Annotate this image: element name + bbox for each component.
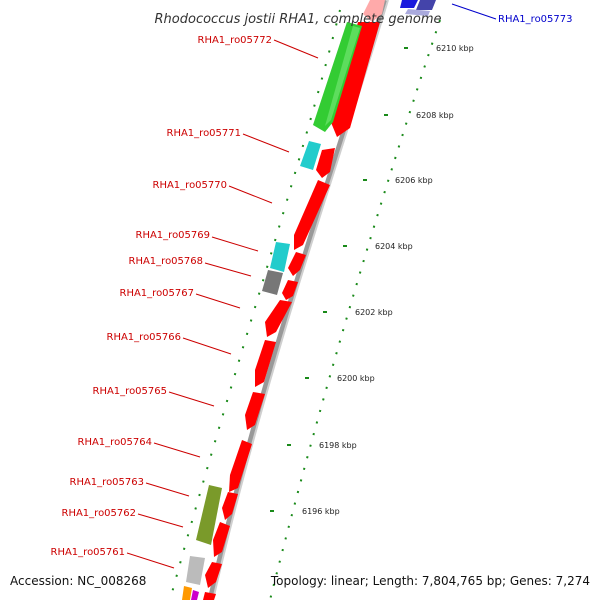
gene-olive-block[interactable]: [196, 485, 222, 545]
gene-label[interactable]: RHA1_ro05765: [93, 386, 168, 397]
gene-leader-line: [204, 262, 252, 277]
gene-green-highlight: [325, 26, 360, 126]
gene-arrow[interactable]: [255, 340, 276, 387]
gene-arrow[interactable]: [294, 180, 330, 250]
gene-lightgray-block[interactable]: [186, 556, 205, 585]
genome-backbone-shadow: [212, 0, 389, 600]
gene-leader-line: [126, 552, 175, 569]
ruler-tick-label: 6208 kbp: [416, 111, 454, 120]
gene-leader-line: [211, 236, 259, 252]
gene-label[interactable]: RHA1_ro05767: [120, 288, 195, 299]
gene-label[interactable]: RHA1_ro05770: [153, 180, 228, 191]
gene-label[interactable]: RHA1_ro05761: [51, 547, 126, 558]
gene-navy-arrow[interactable]: [416, 0, 436, 10]
ruler-tick-label: 6198 kbp: [319, 441, 357, 450]
gene-arrow[interactable]: [222, 492, 238, 520]
gene-label[interactable]: RHA1_ro05772: [198, 35, 273, 46]
ruler-tick-label: 6210 kbp: [436, 44, 474, 53]
gene-label[interactable]: RHA1_ro05762: [62, 508, 137, 519]
accession-text: Accession: NC_008268: [10, 574, 147, 588]
gene-cyan-block[interactable]: [300, 141, 321, 170]
gene-leader-line: [273, 39, 319, 59]
gene-blue-arrow[interactable]: [400, 0, 418, 8]
gene-leader-line: [168, 391, 215, 407]
gene-leader-line: [145, 482, 190, 497]
ruler-arc: [269, 19, 441, 600]
inner-dotted-arc: [169, 9, 341, 600]
genome-title: Rhodococcus jostii RHA1, complete genome: [155, 12, 442, 27]
ruler-tick-label: 6206 kbp: [395, 176, 433, 185]
gene-leader-line: [228, 185, 273, 204]
gene-orange-block[interactable]: [182, 586, 192, 600]
gene-arrow[interactable]: [229, 440, 252, 492]
ruler-tick-label: 6202 kbp: [355, 308, 393, 317]
gene-gray-block[interactable]: [262, 270, 283, 295]
gene-label[interactable]: RHA1_ro05764: [78, 437, 153, 448]
gene-leader-line: [137, 513, 184, 528]
gene-arrow[interactable]: [205, 562, 222, 588]
gene-leader-line: [153, 442, 201, 458]
gene-arrow[interactable]: [316, 148, 335, 178]
gene-arrow[interactable]: [330, 22, 380, 137]
gene-label[interactable]: RHA1_ro05763: [70, 477, 145, 488]
gene-arrow[interactable]: [282, 280, 298, 300]
gene-arrow[interactable]: [363, 0, 385, 22]
ruler-tick-label: 6196 kbp: [302, 507, 340, 516]
gene-label[interactable]: RHA1_ro05766: [107, 332, 182, 343]
gene-magenta-block[interactable]: [191, 590, 199, 600]
ruler: 6210 kbp 6208 kbp 6206 kbp 6204 kbp 6202 kbp…: [270, 44, 474, 516]
reverse-strand-genes: [182, 0, 436, 600]
gene-leader-line: [451, 3, 497, 20]
gene-arrow[interactable]: [245, 392, 265, 430]
gene-label[interactable]: RHA1_ro05771: [167, 128, 242, 139]
gene-leader-line: [182, 337, 232, 355]
ruler-tick-label: 6200 kbp: [337, 374, 375, 383]
gene-arrow[interactable]: [213, 522, 230, 557]
gene-leader-line: [195, 293, 241, 309]
gene-label[interactable]: RHA1_ro05768: [129, 256, 204, 267]
gene-arrow[interactable]: [288, 252, 306, 276]
gene-cyan-block[interactable]: [270, 242, 290, 272]
gene-labels: RHA1_ro05773 RHA1_ro05772 RHA1_ro05771 RHA1…: [51, 3, 573, 569]
forward-strand-genes: [203, 0, 385, 600]
ruler-tick-label: 6204 kbp: [375, 242, 413, 251]
gene-leader-line: [242, 133, 290, 153]
gene-arrow[interactable]: [203, 592, 216, 600]
gene-lavender-arrow[interactable]: [405, 9, 430, 16]
gene-label[interactable]: RHA1_ro05769: [136, 230, 211, 241]
gene-arrow[interactable]: [265, 300, 292, 337]
topology-text: Topology: linear; Length: 7,804,765 bp; …: [270, 574, 590, 588]
gene-label[interactable]: RHA1_ro05773: [498, 14, 573, 25]
